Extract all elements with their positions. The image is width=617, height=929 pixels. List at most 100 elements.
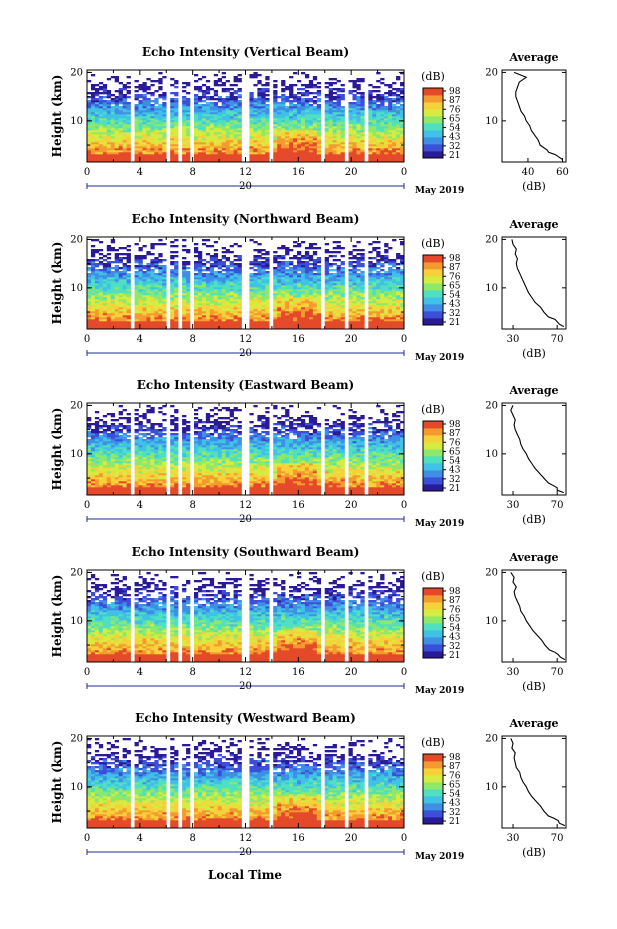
heatmap-cell [324, 104, 330, 107]
heatmap-cell [205, 126, 211, 129]
heatmap-cell [253, 108, 258, 111]
heatmap-cell [126, 106, 131, 109]
heatmap-cell [360, 283, 365, 286]
heatmap-cell [360, 287, 365, 290]
heatmap-cell [312, 293, 318, 296]
heatmap-cell [376, 307, 381, 310]
heatmap-cell [134, 114, 139, 117]
heatmap-cell [98, 100, 104, 103]
heatmap-cell [90, 152, 96, 155]
heatmap-cell [257, 80, 262, 83]
heatmap-cell [158, 305, 163, 308]
x-tick-label: 12 [239, 167, 252, 178]
heatmap-cell [249, 307, 254, 310]
heatmap-cell [384, 124, 389, 127]
heatmap-cell [237, 142, 242, 145]
heatmap-cell [289, 112, 294, 115]
heatmap-cell [90, 74, 96, 77]
heatmap-cell [229, 327, 234, 330]
heatmap-cell [158, 106, 163, 109]
heatmap-cell [316, 130, 322, 133]
heatmap-cell [162, 118, 167, 121]
heatmap-cell [289, 275, 294, 278]
heatmap-cell [174, 261, 179, 264]
heatmap-cell [289, 263, 294, 266]
heatmap-cell [281, 285, 286, 288]
heatmap-cell [126, 158, 131, 161]
colorbar-segment [423, 116, 443, 124]
heatmap-cell [249, 76, 254, 79]
heatmap-cell [289, 279, 294, 282]
heatmap-cell [273, 136, 278, 139]
heatmap-cell [102, 301, 108, 304]
heatmap-cell [193, 269, 199, 272]
heatmap-cell [392, 112, 397, 115]
heatmap-cell [324, 249, 330, 252]
heatmap-cell [182, 150, 187, 153]
heatmap-cell [118, 325, 123, 328]
heatmap-cell [304, 271, 310, 274]
heatmap-cell [300, 311, 306, 314]
heatmap-cell [174, 297, 179, 300]
heatmap-cell [396, 154, 401, 157]
heatmap-cell [205, 261, 211, 264]
heatmap-cell [94, 110, 100, 113]
heatmap-cell [118, 152, 123, 155]
heatmap-cell [182, 301, 187, 304]
heatmap-cell [356, 289, 361, 292]
heatmap-cell [261, 156, 266, 159]
heatmap-cell [158, 152, 163, 155]
heatmap-cell [126, 102, 131, 105]
heatmap-cell [324, 319, 330, 322]
heatmap-cell [368, 291, 373, 294]
heatmap-cell [257, 313, 262, 316]
heatmap-cell [289, 315, 294, 318]
heatmap-cell [384, 156, 389, 159]
heatmap-cell [356, 116, 361, 119]
heatmap-cell [257, 158, 262, 161]
heatmap-cell [348, 122, 353, 125]
heatmap-cell [328, 295, 333, 298]
heatmap-cell [209, 273, 215, 276]
heatmap-cell [217, 283, 223, 286]
heatmap-cell [110, 152, 116, 155]
heatmap-cell [257, 88, 262, 91]
heatmap-cell [237, 100, 242, 103]
heatmap-cell [300, 293, 306, 296]
heatmap-cell [300, 261, 306, 264]
heatmap-cell [400, 88, 405, 91]
heatmap-cell [122, 110, 127, 113]
heatmap-cell [102, 104, 108, 107]
heatmap-cell [372, 132, 377, 135]
heatmap-cell [368, 265, 373, 268]
heatmap-cell [118, 271, 123, 274]
heatmap-cell [182, 86, 187, 89]
heatmap-cell [102, 148, 108, 151]
heatmap-cell [304, 146, 310, 149]
heatmap-cell [225, 138, 230, 141]
heatmap-cell [249, 239, 254, 242]
heatmap-cell [197, 305, 203, 308]
heatmap-cell [261, 325, 266, 328]
heatmap-cell [328, 140, 333, 143]
heatmap-cell [102, 315, 108, 318]
heatmap-cell [146, 299, 151, 302]
heatmap-cell [312, 311, 318, 314]
heatmap-cell [106, 90, 112, 93]
heatmap-cell [380, 94, 385, 97]
heatmap-cell [261, 275, 266, 278]
heatmap-cell [376, 279, 381, 282]
heatmap-cell [281, 110, 286, 113]
heatmap-cell [368, 327, 373, 330]
heatmap-cell [182, 118, 187, 121]
heatmap-cell [102, 291, 108, 294]
heatmap-cell [372, 112, 377, 115]
heatmap-cell [356, 84, 361, 87]
heatmap-cell [340, 128, 345, 131]
heatmap-cell [118, 259, 123, 262]
heatmap-cell [154, 126, 159, 129]
heatmap-cell [162, 92, 167, 95]
heatmap-cell [340, 148, 345, 151]
heatmap-cell [368, 104, 373, 107]
heatmap-cell [261, 134, 266, 137]
